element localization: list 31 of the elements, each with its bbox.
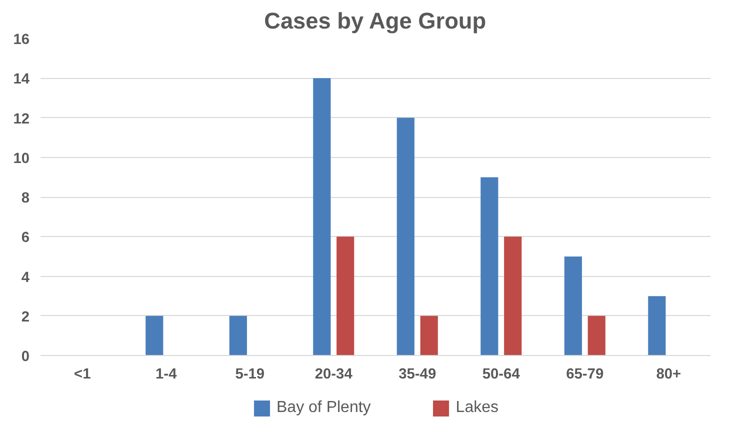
x-tick-label: 80+ xyxy=(656,366,682,382)
chart-title: Cases by Age Group xyxy=(264,8,486,34)
bar xyxy=(229,316,247,356)
bar xyxy=(313,78,331,356)
bar xyxy=(564,256,582,356)
bar xyxy=(146,316,164,356)
x-tick-label: 35-49 xyxy=(398,366,436,382)
bar xyxy=(588,316,606,356)
legend-label: Lakes xyxy=(456,398,498,416)
y-tick-label: 12 xyxy=(13,111,30,128)
y-tick-label: 8 xyxy=(21,190,30,206)
y-tick-label: 4 xyxy=(21,270,30,286)
y-tick-label: 16 xyxy=(13,32,30,48)
bar xyxy=(504,236,522,356)
x-tick-label: <1 xyxy=(74,366,91,382)
y-tick-label: 2 xyxy=(21,309,30,326)
bar xyxy=(396,118,414,356)
bar xyxy=(336,236,354,356)
x-tick-label: 20-34 xyxy=(314,366,354,382)
x-tick-label: 5-19 xyxy=(235,366,265,382)
bar xyxy=(420,316,438,356)
y-tick-label: 10 xyxy=(13,150,30,167)
legend-label: Bay of Plenty xyxy=(276,398,371,416)
y-tick-label: 6 xyxy=(21,230,30,246)
y-tick-label: 0 xyxy=(21,349,30,365)
bar xyxy=(648,296,666,356)
bar xyxy=(480,177,498,356)
x-tick-label: 1-4 xyxy=(156,366,178,382)
y-tick-label: 14 xyxy=(13,72,30,88)
x-tick-label: 65-79 xyxy=(566,366,604,382)
x-tick-label: 50-64 xyxy=(482,366,521,382)
